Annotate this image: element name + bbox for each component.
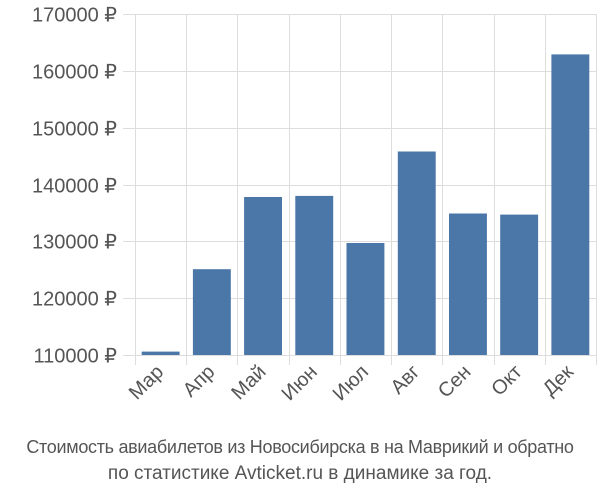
x-tick-label: Сен xyxy=(434,361,475,402)
bar-Мар xyxy=(141,351,180,355)
grid-lines xyxy=(123,14,597,365)
y-tick-label: 130000 ₽ xyxy=(32,232,117,254)
chart-caption-line-1: Стоимость авиабилетов из Новосибирска в … xyxy=(26,437,574,457)
x-tick-label: Июн xyxy=(278,361,322,405)
bar-Окт xyxy=(500,214,539,355)
bar-Май xyxy=(244,197,282,355)
bar-Дек xyxy=(551,54,590,356)
x-tick-label: Апр xyxy=(179,361,220,402)
y-tick-label: 110000 ₽ xyxy=(33,346,117,368)
chart-caption-line-2: по статистике Avticket.ru в динамике за … xyxy=(107,463,493,484)
y-tick-label: 150000 ₽ xyxy=(32,119,117,141)
bar-Июл xyxy=(346,243,385,355)
y-tick-label: 120000 ₽ xyxy=(32,289,117,311)
bar-Авг xyxy=(397,151,436,355)
x-axis-tick-labels: Мар Апр Май Июн Июл Авг Сен Окт Дек xyxy=(125,361,578,405)
y-tick-label: 160000 ₽ xyxy=(32,62,117,84)
x-tick-label: Июл xyxy=(329,361,373,405)
x-tick-label: Авг xyxy=(387,361,425,399)
x-tick-label: Окт xyxy=(487,361,526,400)
y-axis-tick-labels: 110000 ₽ 120000 ₽ 130000 ₽ 140000 ₽ 150000 ₽… xyxy=(32,5,117,368)
bar-Апр xyxy=(192,269,231,355)
y-tick-label: 140000 ₽ xyxy=(32,176,117,198)
bars xyxy=(141,54,590,356)
bar-Июн xyxy=(295,195,334,355)
x-tick-label: Май xyxy=(227,361,270,404)
x-tick-label: Дек xyxy=(539,361,578,400)
x-tick-label: Мар xyxy=(125,361,168,404)
y-tick-label: 170000 ₽ xyxy=(32,5,117,27)
bar-Сен xyxy=(449,213,487,355)
